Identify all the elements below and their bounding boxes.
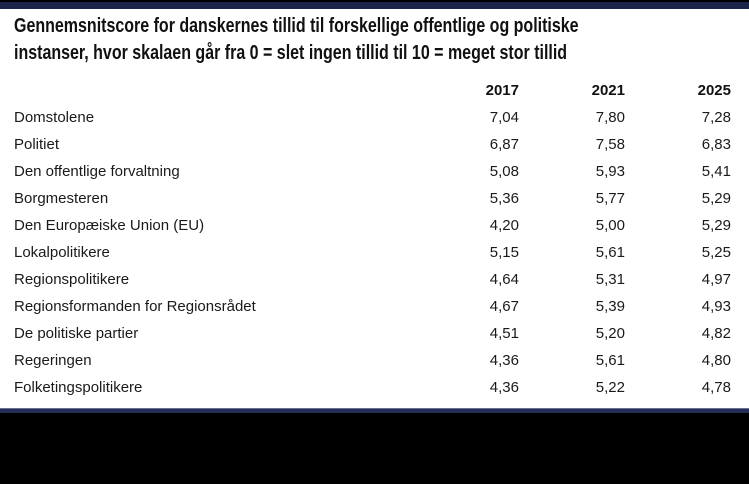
value-cell: 4,51: [489, 325, 519, 342]
bottom-black-bar: [0, 413, 749, 484]
row-label: Politiet: [14, 136, 60, 153]
value-cell: 4,93: [701, 298, 731, 315]
value-cell: 6,87: [489, 136, 519, 153]
value-cell: 7,04: [489, 109, 519, 126]
year-header-2021: 2021: [591, 82, 625, 99]
value-cell: 5,22: [595, 379, 625, 396]
row-label: Regeringen: [14, 352, 92, 369]
bottom-accent-line: [0, 408, 749, 413]
value-cell: 4,36: [489, 352, 519, 369]
row-label: Den Europæiske Union (EU): [14, 217, 205, 234]
content-area: Gennemsnitscore for danskernes tillid ti…: [0, 9, 749, 408]
year-header-2017: 2017: [485, 82, 519, 99]
value-cell: 5,36: [489, 190, 519, 207]
value-cell: 5,31: [595, 271, 625, 288]
top-accent-bar: [0, 0, 749, 9]
row-label: De politiske partier: [14, 325, 139, 342]
table-row: Lokalpolitikere 5,15 5,61 5,25: [14, 239, 731, 266]
row-label: Borgmesteren: [14, 190, 109, 207]
value-cell: 7,58: [595, 136, 625, 153]
value-cell: 5,00: [595, 217, 625, 234]
table-row: Den offentlige forvaltning 5,08 5,93 5,4…: [14, 158, 731, 185]
value-cell: 5,29: [701, 217, 731, 234]
value-cell: 5,15: [489, 244, 519, 261]
row-label: Den offentlige forvaltning: [14, 163, 180, 180]
table-row: Den Europæiske Union (EU) 4,20 5,00 5,29: [14, 212, 731, 239]
value-cell: 4,78: [701, 379, 731, 396]
value-cell: 5,93: [595, 163, 625, 180]
row-label: Domstolene: [14, 109, 95, 126]
value-cell: 4,67: [489, 298, 519, 315]
table-row: Regionspolitikere 4,64 5,31 4,97: [14, 266, 731, 293]
table-row: Borgmesteren 5,36 5,77 5,29: [14, 185, 731, 212]
value-cell: 5,41: [701, 163, 731, 180]
row-label: Regionspolitikere: [14, 271, 130, 288]
value-cell: 4,82: [701, 325, 731, 342]
table-row: De politiske partier 4,51 5,20 4,82: [14, 320, 731, 347]
value-cell: 7,80: [595, 109, 625, 126]
table-row: Folketingspolitikere 4,36 5,22 4,78: [14, 374, 731, 401]
year-header-2025: 2025: [697, 82, 731, 99]
value-cell: 5,61: [595, 244, 625, 261]
value-cell: 5,29: [701, 190, 731, 207]
value-cell: 4,80: [701, 352, 731, 369]
label-column-header: [14, 77, 413, 104]
table-row: Regionsformanden for Regionsrådet 4,67 5…: [14, 293, 731, 320]
table-header-row: 2017 2021 2025: [14, 77, 731, 104]
value-cell: 5,39: [595, 298, 625, 315]
value-cell: 4,20: [489, 217, 519, 234]
row-label: Folketingspolitikere: [14, 379, 143, 396]
value-cell: 5,61: [595, 352, 625, 369]
trust-score-table: 2017 2021 2025 Domstolene 7,04 7,80 7,28…: [14, 77, 731, 401]
value-cell: 5,08: [489, 163, 519, 180]
value-cell: 4,64: [489, 271, 519, 288]
table-row: Regeringen 4,36 5,61 4,80: [14, 347, 731, 374]
value-cell: 5,25: [701, 244, 731, 261]
value-cell: 7,28: [701, 109, 731, 126]
value-cell: 4,36: [489, 379, 519, 396]
table-row: Politiet 6,87 7,58 6,83: [14, 131, 731, 158]
value-cell: 6,83: [701, 136, 731, 153]
value-cell: 5,20: [595, 325, 625, 342]
row-label: Lokalpolitikere: [14, 244, 110, 261]
value-cell: 5,77: [595, 190, 625, 207]
page-title: Gennemsnitscore for danskernes tillid ti…: [14, 15, 579, 64]
value-cell: 4,97: [701, 271, 731, 288]
row-label: Regionsformanden for Regionsrådet: [14, 298, 256, 315]
table-row: Domstolene 7,04 7,80 7,28: [14, 104, 731, 131]
